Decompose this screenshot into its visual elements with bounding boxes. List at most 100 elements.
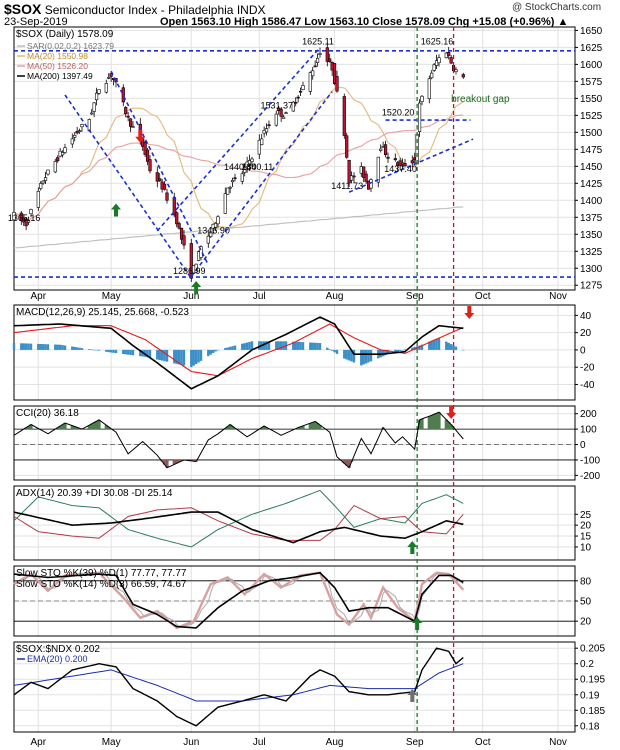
cci-overbought-fill: [432, 414, 436, 430]
macd-histogram-bar: [199, 349, 203, 361]
sto-slow-line: [13, 571, 464, 629]
cci-overbought-fill: [107, 426, 111, 430]
candle-body: [109, 73, 113, 77]
sto-plot: [13, 571, 575, 630]
header-line-1: $SOX Semiconductor Index - Philadelphia …: [4, 1, 601, 17]
cci-overbought-fill: [427, 416, 431, 430]
y-tick-label: 1275: [580, 281, 603, 292]
cci-oversold-fill: [347, 459, 351, 468]
price-annotation: 1440.11: [241, 162, 273, 172]
uptrend-channel-lower: [190, 91, 333, 277]
adx-title: ADX(14) 20.39 +DI 30.08 -DI 25.14: [16, 488, 173, 499]
cci-overbought-fill: [87, 425, 91, 430]
x-tick-label-top: Nov: [549, 291, 567, 302]
chart-date: 23-Sep-2019: [4, 16, 68, 28]
candle-body: [143, 141, 147, 155]
panel-frame: [13, 405, 576, 481]
macd-plot: [12, 316, 465, 390]
macd-histogram-bar: [454, 346, 458, 350]
x-tick-label-bottom: Nov: [549, 737, 567, 748]
macd-histogram-bar: [54, 344, 57, 350]
candle-body: [70, 138, 74, 145]
x-tick-label-bottom: Aug: [326, 737, 344, 748]
rising-support-line: [348, 138, 474, 193]
macd-histogram-bar: [386, 349, 390, 355]
y-tick-label: 0: [580, 440, 586, 451]
sto-subtitle: Slow STO %K(14) %D(3) 66.59, 74.67: [16, 579, 187, 590]
y-tick-label: -100: [580, 455, 600, 466]
y-tick-label: 1550: [580, 94, 603, 105]
macd-histogram-bar: [328, 349, 331, 350]
macd-histogram-bar: [190, 349, 193, 368]
macd-histogram-bar: [401, 349, 404, 351]
cci-overbought-fill: [298, 426, 303, 430]
candle-body: [43, 177, 48, 181]
cci-overbought-fill: [97, 419, 101, 430]
candle-body: [104, 83, 108, 93]
candle-body: [362, 166, 366, 178]
macd-histogram-bar: [411, 347, 414, 350]
candle-body: [427, 78, 431, 100]
ma200-line: [13, 206, 464, 249]
macd-histogram-bar: [350, 349, 353, 362]
macd-histogram-bar: [403, 349, 407, 351]
price-annotation: 1437.40: [384, 164, 417, 174]
macd-histogram-bar: [258, 341, 261, 350]
x-tick-label-bottom: Jun: [183, 737, 199, 748]
macd-histogram-bar: [39, 344, 42, 350]
cci-overbought-fill: [308, 423, 312, 430]
candle-body: [349, 175, 354, 181]
y-tick-label: 1475: [580, 145, 603, 156]
cci-overbought-fill: [449, 424, 453, 430]
macd-histogram-bar: [90, 349, 93, 351]
y-tick-label: 25: [580, 510, 592, 521]
macd-histogram-bar: [20, 343, 23, 350]
macd-histogram-bar: [248, 341, 251, 350]
candle-body: [124, 107, 128, 115]
cci-overbought-fill: [420, 418, 424, 430]
y-tick-label: 0: [580, 345, 586, 356]
cci-oversold-fill: [177, 459, 181, 463]
macd-histogram-bar: [279, 341, 283, 350]
ratio-plot: [13, 647, 464, 727]
cci-overbought-fill: [437, 412, 441, 430]
cci-overbought-fill: [104, 425, 108, 430]
candle-body: [189, 243, 193, 279]
macd-histogram-bar: [194, 349, 198, 365]
cci-oversold-fill: [179, 459, 184, 462]
candle-body: [318, 53, 322, 55]
macd-histogram-bar: [243, 343, 246, 350]
macd-histogram-bar: [163, 349, 166, 362]
x-tick-label-top: Apr: [31, 291, 47, 302]
candle-body: [298, 90, 303, 93]
macd-histogram-bar: [22, 343, 25, 350]
macd-histogram-bar: [367, 349, 370, 363]
macd-histogram-bar: [224, 348, 227, 350]
candle-body: [75, 130, 79, 134]
candle-body: [315, 57, 320, 63]
candle-body: [267, 124, 271, 127]
macd-histogram-bar: [131, 349, 135, 356]
candle-body: [228, 186, 232, 189]
cci-overbought-fill: [311, 422, 315, 430]
candle-body: [177, 223, 181, 229]
cci-overbought-fill: [58, 426, 62, 430]
candle-body: [432, 64, 436, 71]
y-tick-label: 1450: [580, 162, 603, 173]
cci-overbought-fill: [226, 426, 230, 430]
candle-body: [121, 87, 125, 103]
candle-body: [56, 157, 60, 162]
x-tick-label-bottom: Apr: [31, 737, 47, 748]
candle-body: [264, 128, 269, 133]
candle-body: [410, 160, 414, 164]
candle-body: [434, 60, 439, 66]
macd-histogram-bar: [228, 346, 232, 350]
green-up-arrow-icon: [412, 617, 423, 630]
candle-body: [274, 113, 278, 126]
candle-body: [80, 124, 84, 128]
macd-histogram-bar: [435, 338, 438, 350]
ma50-line: [13, 114, 464, 221]
candle-body: [165, 192, 169, 201]
y-tick-label: 80: [580, 576, 592, 587]
